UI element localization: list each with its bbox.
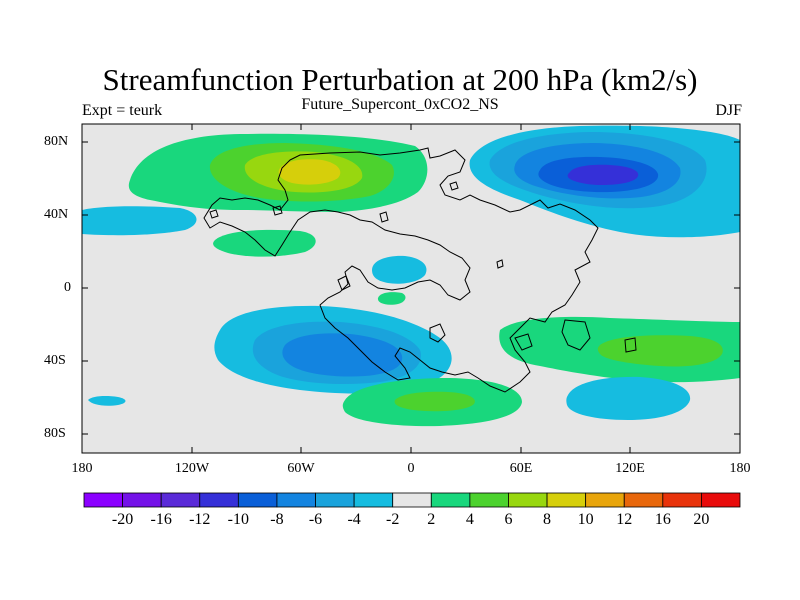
colorbar-swatch (546, 492, 587, 508)
colorbar-swatch (276, 492, 316, 508)
lon-tick-label: 60W (287, 461, 315, 476)
lat-tick-label: 80N (44, 134, 69, 149)
colorbar (83, 492, 741, 508)
axis-ticks (82, 124, 740, 453)
colorbar-label: -8 (270, 511, 284, 528)
colorbar-swatch (469, 492, 509, 508)
lat-tick-label: 40N (44, 207, 69, 222)
island-3 (429, 323, 446, 343)
lon-tick-label: 60E (509, 461, 533, 476)
colorbar-label: -6 (308, 511, 323, 528)
contour-fills (82, 125, 740, 427)
colorbar-label: -10 (227, 511, 249, 528)
plot-subtitle: Future_Supercont_0xCO2_NS (301, 96, 499, 113)
colorbar-swatch (585, 492, 625, 508)
contour-neg-eqatl-2 (372, 255, 427, 284)
colorbar-label: -4 (347, 511, 361, 528)
contour-neg-sind-2 (566, 376, 691, 420)
colorbar-label: 20 (693, 511, 710, 528)
island-8 (449, 181, 459, 191)
island-9 (496, 259, 504, 269)
colorbar-label: 12 (616, 511, 633, 528)
contour-neg-south-6 (282, 333, 403, 377)
colorbar-label: -2 (386, 511, 400, 528)
lat-tick-label: 80S (44, 426, 66, 441)
colorbar-label: 6 (504, 511, 513, 528)
colorbar-swatch (199, 492, 239, 508)
colorbar-label: -20 (111, 511, 134, 528)
colorbar-swatch (160, 492, 201, 508)
island-2 (624, 337, 637, 353)
contour-pos-satl-4 (394, 391, 475, 412)
contour-neg-npac-2 (82, 206, 197, 236)
supercontinent-coastline (203, 147, 599, 393)
colorbar-swatch (237, 492, 278, 508)
lat-tick-label: 40S (44, 353, 66, 368)
lon-tick-label: 0 (407, 461, 415, 476)
season-label: DJF (715, 102, 742, 119)
lon-tick-label: 180 (729, 461, 751, 476)
lon-tick-label: 180 (71, 461, 93, 476)
colorbar-label: 2 (427, 511, 436, 528)
plot-title: Streamfunction Perturbation at 200 hPa (… (102, 62, 698, 97)
colorbar-swatch (430, 492, 471, 508)
contour-neg-spac-2 (88, 396, 126, 406)
colorbar-label: -12 (189, 511, 211, 528)
colorbar-label: 16 (654, 511, 671, 528)
contour-pos-eqpac-2 (377, 292, 406, 305)
contour-pos-sind-4 (597, 335, 723, 367)
island-1 (561, 319, 591, 351)
colorbar-label: 10 (577, 511, 594, 528)
colorbar-swatch (623, 492, 664, 508)
contour-pos-nam-2 (213, 229, 316, 257)
colorbar-swatch (122, 492, 162, 508)
island-6 (272, 205, 283, 216)
colorbar-label: 4 (465, 511, 474, 528)
island-5 (337, 275, 351, 291)
lon-tick-label: 120E (615, 461, 645, 476)
colorbar-swatch (508, 492, 548, 508)
island-4 (514, 333, 533, 351)
contour-neg-easia-10 (567, 164, 639, 185)
lon-tick-label: 120W (174, 461, 210, 476)
colorbar-swatch (353, 492, 394, 508)
colorbar-swatch (83, 492, 123, 508)
colorbar-swatch (662, 492, 702, 508)
colorbar-swatch (392, 492, 432, 508)
colorbar-swatch (701, 492, 741, 508)
contour-pos-north-8 (278, 159, 341, 185)
continent-outlines (203, 147, 637, 393)
island-10 (209, 209, 219, 219)
colorbar-label: -16 (150, 511, 172, 528)
colorbar-swatch (315, 492, 355, 508)
island-7 (379, 211, 389, 223)
experiment-label: Expt = teurk (82, 102, 163, 119)
lat-tick-label: 0 (64, 280, 71, 295)
colorbar-label: 8 (543, 511, 552, 528)
